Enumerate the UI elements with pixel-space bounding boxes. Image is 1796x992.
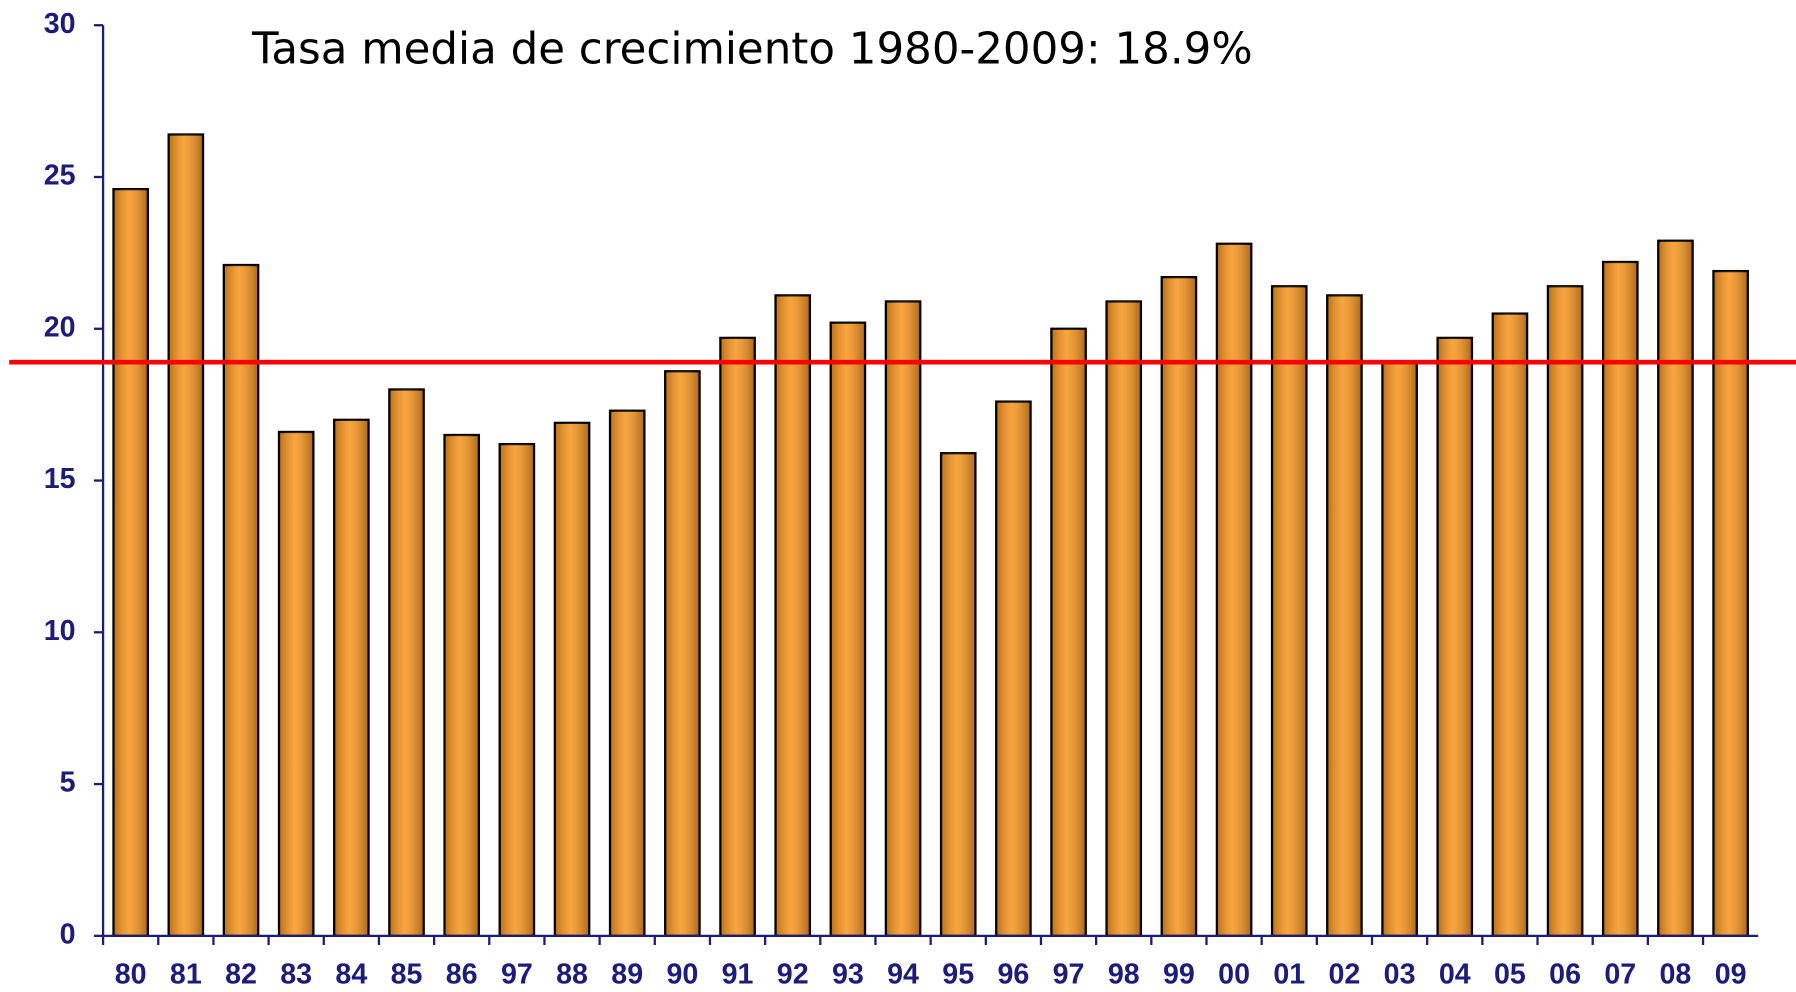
chart-title: Tasa media de crecimiento 1980-2009: 18.…: [251, 25, 1253, 75]
x-tick-label: 91: [722, 958, 754, 990]
x-tick-label: 04: [1439, 958, 1471, 990]
bar: [1050, 327, 1087, 937]
x-tick-label: 90: [666, 958, 698, 990]
y-tick-label: 15: [44, 463, 76, 495]
bar: [1270, 285, 1308, 937]
bar: [1657, 239, 1694, 937]
x-tick-label: 85: [391, 958, 423, 990]
bar: [719, 336, 756, 937]
x-tick-label: 88: [556, 958, 588, 990]
x-tick-label: 81: [170, 958, 202, 990]
x-tick-label: 82: [225, 958, 257, 990]
y-tick-label: 5: [60, 767, 76, 799]
bar: [1381, 361, 1418, 937]
x-tick-label: 95: [942, 958, 974, 990]
y-tick-label: 25: [44, 160, 76, 192]
x-tick-label: 89: [611, 958, 643, 990]
bar: [1712, 269, 1749, 937]
bar: [1491, 312, 1529, 937]
x-tick-label: 93: [832, 958, 864, 990]
bar: [277, 430, 315, 937]
bar: [1215, 242, 1253, 937]
x-tick-label: 00: [1218, 958, 1250, 990]
x-tick-label: 08: [1660, 958, 1692, 990]
bar: [498, 442, 536, 937]
x-tick-label: 96: [997, 958, 1029, 990]
x-tick-label: 86: [446, 958, 478, 990]
bar: [112, 187, 149, 937]
bar: [884, 300, 922, 937]
bar: [608, 409, 646, 937]
x-tick-label: 80: [115, 958, 147, 990]
x-tick-label: 06: [1549, 958, 1581, 990]
x-tick-label: 05: [1494, 958, 1526, 990]
y-tick-label: 20: [44, 311, 76, 343]
bar: [443, 433, 481, 937]
bar: [774, 294, 812, 937]
x-tick-label: 02: [1329, 958, 1361, 990]
x-tick-label: 98: [1108, 958, 1140, 990]
x-tick-label: 99: [1163, 958, 1195, 990]
bar: [553, 421, 591, 937]
x-tick-label: 83: [280, 958, 312, 990]
x-tick-label: 94: [887, 958, 919, 990]
bar: [222, 263, 260, 937]
bar: [333, 418, 370, 937]
bar: [1105, 300, 1143, 937]
x-tick-label: 03: [1384, 958, 1416, 990]
x-tick-label: 07: [1604, 958, 1636, 990]
bar: [1160, 276, 1198, 937]
bar: [995, 400, 1032, 937]
x-tick-label: 97: [1053, 958, 1085, 990]
bar: [939, 452, 977, 937]
bar: [1326, 294, 1363, 937]
y-tick-label: 10: [44, 615, 76, 647]
x-tick-label: 09: [1715, 958, 1747, 990]
bar: [1436, 336, 1474, 937]
y-tick-label: 0: [60, 918, 76, 950]
x-tick-label: 97: [501, 958, 533, 990]
bar: [167, 133, 205, 937]
bar: [388, 388, 425, 937]
y-tick-label: 30: [44, 8, 76, 40]
bar: [664, 370, 701, 937]
x-tick-label: 01: [1273, 958, 1305, 990]
bar: [1546, 285, 1584, 937]
x-tick-label: 84: [335, 958, 367, 990]
x-tick-label: 92: [777, 958, 809, 990]
bar: [829, 321, 867, 937]
